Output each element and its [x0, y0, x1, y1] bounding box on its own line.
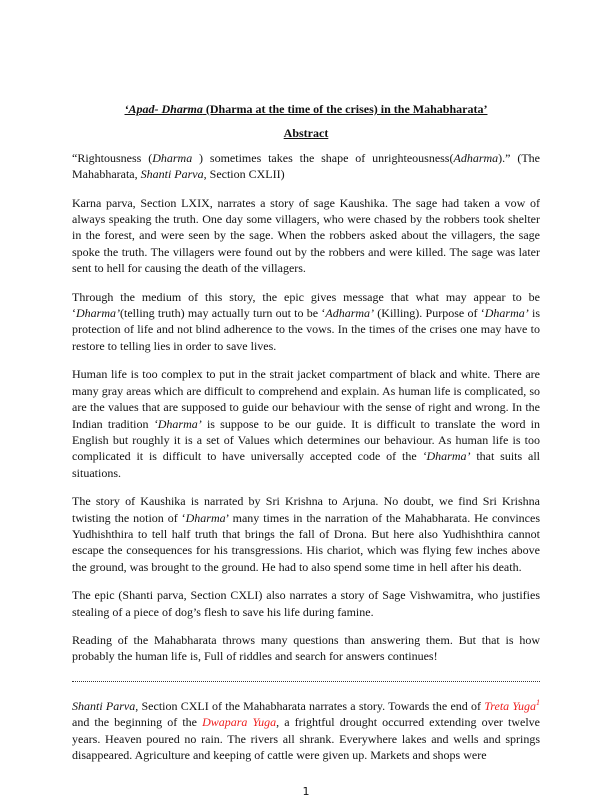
- text-run: ’ many times in the narration of the Mah…: [72, 510, 540, 574]
- text-run: is protection of life and not blind adhe…: [72, 306, 540, 353]
- text-run: ‘Dharma’: [153, 416, 202, 431]
- text-run: Adharma: [453, 150, 499, 165]
- text-run: Through the medium of this story, the ep…: [72, 289, 540, 321]
- paragraph-epigraph: “Rightousness (Dharma ) sometimes takes …: [72, 150, 540, 183]
- highlighted-term: Dwapara Yuga: [202, 715, 277, 730]
- text-run: The story of Kaushika is narrated by Sri…: [72, 494, 540, 525]
- page-number: 1: [302, 785, 310, 799]
- text-run: ) sometimes takes the shape of unrighteo…: [192, 150, 454, 165]
- text-run: Reading of the Mahabharata throws many q…: [72, 632, 540, 664]
- paragraph-shanti-parva: Shanti Parva, Section CXLI of the Mahabh…: [72, 698, 540, 764]
- text-run: Dharma: [185, 510, 226, 525]
- document-page: ‘Apad- Dharma (Dharma at the time of the…: [72, 101, 540, 799]
- text-run: Shanti Parva: [72, 698, 136, 713]
- paragraph-message: Through the medium of this story, the ep…: [72, 289, 540, 355]
- text-run: The epic (Shanti parva, Section CXLI) al…: [72, 588, 540, 619]
- text-run: Dharma’: [484, 306, 529, 321]
- paragraph-karna-parva: Karna parva, Section LXIX, narrates a st…: [72, 195, 540, 277]
- paragraph-kaushika: The story of Kaushika is narrated by Sri…: [72, 493, 540, 575]
- text-run: (Dharma at the time of the crises) in th…: [202, 102, 488, 116]
- text-run: (telling truth) may actually turn out to…: [120, 306, 326, 321]
- text-run: Dharma’: [76, 306, 120, 321]
- dotted-separator: [72, 680, 540, 682]
- text-run: “Rightousness (: [72, 150, 153, 165]
- paragraph-human-life: Human life is too complex to put in the …: [72, 366, 540, 481]
- text-run: ).” (The Mahabharata,: [72, 150, 540, 182]
- document-title: ‘Apad- Dharma (Dharma at the time of the…: [72, 101, 540, 117]
- text-run: is suppose to be our guide. It is diffic…: [72, 416, 540, 464]
- text-run: , Section CXLI of the Mahabharata narrat…: [135, 698, 485, 713]
- text-run: Karna parva, Section LXIX, narrates a st…: [72, 195, 540, 276]
- paragraph-vishwamitra: The epic (Shanti parva, Section CXLI) al…: [72, 587, 540, 620]
- footnote-marker[interactable]: 1: [536, 697, 541, 707]
- text-run: Human life is too complex to put in the …: [72, 367, 540, 431]
- text-run: , a frightful drought occurred extending…: [72, 715, 540, 762]
- text-run: ‘Apad- Dharma: [124, 102, 203, 116]
- text-run: and the beginning of the: [72, 715, 203, 730]
- paragraph-reading: Reading of the Mahabharata throws many q…: [72, 632, 540, 665]
- text-run: Adharma’: [325, 306, 375, 321]
- abstract-heading: Abstract: [283, 126, 329, 141]
- text-run: ‘Dharma’: [422, 449, 471, 464]
- text-run: that suits all situations.: [72, 449, 540, 480]
- text-run: Dharma: [152, 150, 193, 165]
- text-run: Shanti Parva: [140, 167, 204, 182]
- highlighted-term: Treta Yuga: [484, 698, 537, 713]
- text-run: (Killing). Purpose of ‘: [374, 306, 485, 321]
- text-run: , Section CXLII): [203, 167, 285, 182]
